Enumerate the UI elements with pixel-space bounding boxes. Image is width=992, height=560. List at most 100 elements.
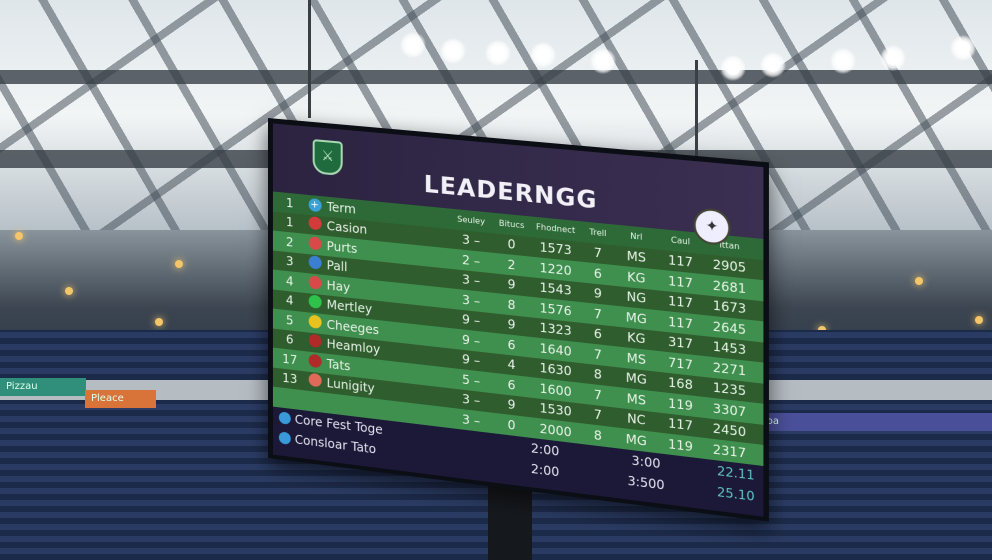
cell-g: 2681	[702, 277, 757, 297]
floodlight	[400, 32, 426, 58]
team-badge-icon	[307, 294, 323, 312]
cell-d: 7	[582, 244, 614, 262]
header-cell: Seuley	[448, 214, 493, 228]
floodlight	[950, 35, 976, 61]
cell-g: 2905	[702, 256, 757, 276]
header-cell: Bitucs	[494, 218, 529, 231]
lamp	[175, 260, 183, 268]
footer-value: 25.10	[689, 481, 755, 504]
cell-b: 2	[494, 256, 529, 274]
cell-a: 9 –	[448, 351, 493, 370]
floodlight	[530, 42, 556, 68]
cell-pos: 6	[273, 331, 307, 349]
team-badge-icon	[307, 353, 323, 371]
cell-b: 6	[494, 376, 529, 394]
floodlight	[760, 52, 786, 78]
cell-c: 1543	[529, 279, 582, 299]
cell-a: 3 –	[448, 410, 493, 430]
suspension-wire	[308, 0, 311, 118]
ad-board: Ploa	[752, 413, 992, 431]
team-badge-icon	[307, 400, 323, 402]
floodlight	[880, 45, 906, 71]
team-badge-icon	[307, 314, 323, 332]
cell-a: 3 –	[448, 231, 493, 250]
cell-f: 117	[659, 272, 702, 291]
info-icon	[279, 411, 291, 424]
cell-pos: 1	[273, 214, 307, 231]
cell-f: 317	[659, 334, 702, 353]
cell-e: MG	[614, 430, 659, 450]
ad-board: Pleace	[85, 390, 156, 408]
cell-b: 9	[494, 276, 529, 294]
cell-d: 7	[582, 345, 614, 363]
cell-pos: 2	[273, 233, 307, 250]
cell-a: 3 –	[448, 271, 493, 290]
cell-f: 117	[659, 252, 702, 271]
cell-b: 9	[494, 396, 529, 415]
lamp	[155, 318, 163, 326]
cell-b: 0	[494, 416, 529, 435]
cell-e: MG	[614, 308, 659, 327]
cell-d: 8	[582, 366, 614, 384]
cell-d: 7	[582, 305, 614, 323]
cell-d: 9	[582, 285, 614, 303]
cell-f: 717	[659, 354, 702, 373]
cell-c: 1573	[529, 239, 582, 259]
cell-c: 1576	[529, 299, 582, 319]
cell-d: 7	[582, 386, 614, 404]
cell-pos: 4	[273, 272, 307, 290]
cell-f: 117	[659, 415, 702, 435]
header-cell: Nrl	[614, 230, 659, 244]
cell-b: 4	[494, 356, 529, 374]
cell-a: 3 –	[448, 291, 493, 310]
lamp	[975, 316, 983, 324]
header-cell: Trell	[582, 227, 614, 239]
header-cell: Caul	[659, 234, 702, 248]
board-title: LEADERNGG	[424, 171, 598, 214]
crest-logo: ⚔	[313, 139, 343, 176]
cell-b: 9	[494, 316, 529, 334]
plus-icon: +	[307, 198, 323, 213]
header-cell: Fhodnect	[529, 222, 582, 236]
cell-b: 6	[494, 336, 529, 354]
header-cell: 1	[273, 194, 307, 211]
team-badge-icon	[307, 236, 323, 254]
cell-b: 0	[494, 236, 529, 254]
cell-pos: 4	[273, 292, 307, 310]
floodlight	[830, 48, 856, 74]
cell-e: NC	[614, 410, 659, 430]
cell-e: KG	[614, 268, 659, 287]
cell-f: 119	[659, 435, 702, 455]
cell-e: MS	[614, 248, 659, 267]
floodlight	[720, 55, 746, 81]
cell-f: 117	[659, 313, 702, 332]
cell-f: 168	[659, 374, 702, 394]
team-badge-icon	[307, 216, 323, 234]
cell-a: 3 –	[448, 390, 493, 410]
cell-d: 6	[582, 325, 614, 343]
cell-pos: 17	[273, 350, 307, 368]
lamp	[65, 287, 73, 295]
cell-e: KG	[614, 329, 659, 348]
floodlight	[440, 38, 466, 64]
cell-e: NG	[614, 288, 659, 307]
cell-f: 119	[659, 395, 702, 415]
lamp	[915, 277, 923, 285]
cell-a: 2 –	[448, 251, 493, 270]
cell-pos	[273, 396, 307, 400]
leaderboard-screen: ⚔ LEADERNGG ✦ 1 + Term Seuley Bitucs Fho…	[268, 118, 769, 522]
cell-pos: 3	[273, 253, 307, 271]
info-icon	[279, 431, 291, 445]
cell-d: 6	[582, 265, 614, 283]
cell-f: 117	[659, 293, 702, 312]
team-badge-icon	[307, 373, 323, 391]
cell-d: 8	[582, 426, 614, 444]
team-badge-icon	[307, 334, 323, 352]
team-badge-icon	[307, 255, 323, 273]
lamp	[15, 232, 23, 240]
cell-d: 7	[582, 406, 614, 424]
floodlight	[590, 48, 616, 74]
cell-a: 5 –	[448, 370, 493, 390]
floodlight	[485, 40, 511, 66]
cell-c: 1220	[529, 259, 582, 279]
